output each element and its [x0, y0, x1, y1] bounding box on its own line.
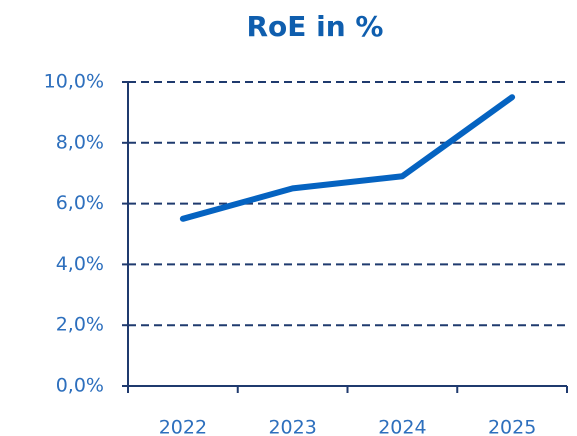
y-tick-label: 10,0%: [44, 71, 104, 93]
y-tick-label: 0,0%: [56, 375, 104, 397]
x-tick-label: 2025: [488, 417, 536, 436]
line: [179, 94, 516, 222]
x-tick-label: 2022: [159, 417, 207, 436]
x-tick-label: 2023: [268, 417, 316, 436]
y-tick-label: 2,0%: [56, 314, 104, 336]
chart-title: RoE in %: [246, 10, 383, 43]
x-tick-label: 2024: [378, 417, 426, 436]
y-tick-label: 4,0%: [56, 253, 104, 275]
y-tick-label: 8,0%: [56, 131, 104, 153]
y-tick-label: 6,0%: [56, 192, 104, 214]
